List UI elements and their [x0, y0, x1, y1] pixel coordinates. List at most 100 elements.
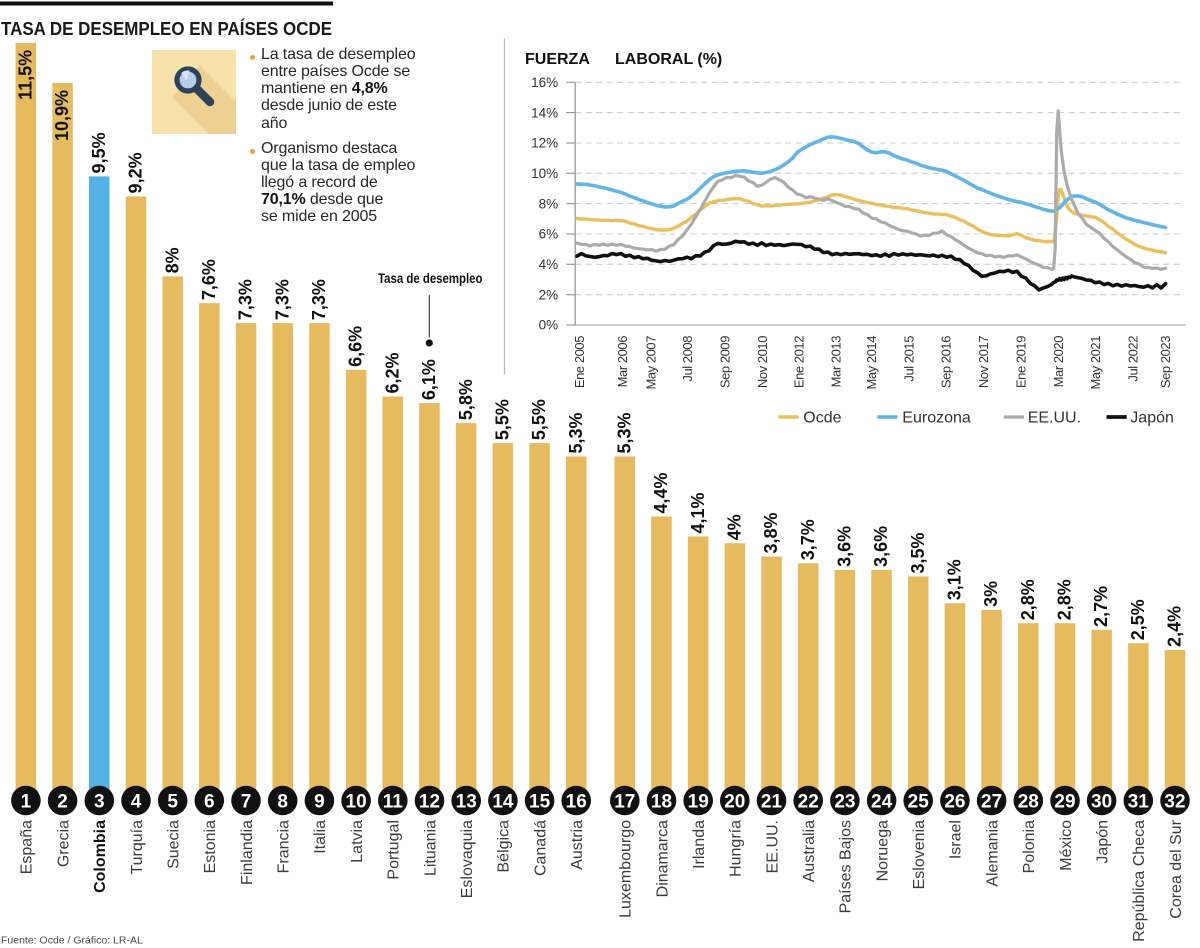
svg-text:15: 15 [529, 791, 551, 812]
svg-text:8%: 8% [539, 196, 559, 211]
svg-text:República Checa: República Checa [1131, 820, 1148, 942]
svg-text:Fuente: Ocde / Gráfico: LR-AL: Fuente: Ocde / Gráfico: LR-AL [1, 935, 143, 947]
svg-text:6,1%: 6,1% [419, 359, 439, 400]
svg-text:5,5%: 5,5% [493, 399, 513, 440]
svg-text:Alemania: Alemania [984, 820, 1001, 887]
svg-text:14: 14 [492, 791, 514, 812]
svg-text:2,7%: 2,7% [1091, 586, 1111, 627]
svg-text:Corea del Sur: Corea del Sur [1168, 819, 1185, 918]
svg-text:Ene 2005: Ene 2005 [572, 336, 587, 388]
svg-text:Hungría: Hungría [728, 820, 745, 877]
svg-text:9: 9 [314, 791, 325, 812]
svg-text:Dinamarca: Dinamarca [654, 820, 671, 897]
svg-text:27: 27 [981, 791, 1002, 812]
svg-text:2: 2 [57, 791, 68, 812]
svg-text:3,5%: 3,5% [908, 533, 928, 574]
svg-text:21: 21 [761, 791, 783, 812]
svg-text:22: 22 [798, 791, 819, 812]
svg-text:23: 23 [834, 791, 855, 812]
svg-text:May 2007: May 2007 [643, 336, 658, 390]
svg-text:10%: 10% [531, 166, 558, 181]
svg-text:3,7%: 3,7% [798, 519, 818, 560]
svg-text:Japón: Japón [1094, 820, 1111, 864]
svg-text:Eslovenia: Eslovenia [911, 820, 928, 889]
svg-text:Austria: Austria [569, 820, 586, 870]
svg-text:Sep 2023: Sep 2023 [1158, 336, 1173, 388]
svg-text:11: 11 [383, 791, 404, 812]
svg-text:TASA DE DESEMPLEO EN PAÍSES OC: TASA DE DESEMPLEO EN PAÍSES OCDE [1, 18, 332, 39]
svg-text:May 2021: May 2021 [1088, 336, 1103, 390]
svg-text:Suecia: Suecia [166, 820, 183, 869]
svg-text:3,1%: 3,1% [945, 559, 965, 600]
svg-text:25: 25 [908, 791, 930, 812]
svg-text:32: 32 [1164, 791, 1185, 812]
svg-text:8: 8 [277, 791, 288, 812]
svg-text:EE.UU.: EE.UU. [764, 820, 781, 873]
svg-text:Eslovaquia: Eslovaquia [459, 820, 476, 898]
svg-text:Luxembourgo: Luxembourgo [618, 820, 635, 918]
svg-text:Países Bajos: Países Bajos [838, 820, 855, 913]
svg-text:Mar 2006: Mar 2006 [615, 336, 630, 388]
svg-text:Ene 2012: Ene 2012 [792, 336, 807, 388]
svg-text:5: 5 [167, 791, 178, 812]
svg-text:Irlanda: Irlanda [691, 820, 708, 869]
svg-text:14%: 14% [531, 105, 558, 120]
svg-text:19: 19 [688, 791, 709, 812]
svg-text:Italia: Italia [312, 820, 329, 854]
svg-text:Eurozona: Eurozona [902, 410, 971, 427]
svg-text:2,8%: 2,8% [1018, 579, 1038, 620]
svg-text:2,8%: 2,8% [1055, 579, 1075, 620]
svg-text:4: 4 [131, 791, 142, 812]
svg-text:4,4%: 4,4% [651, 473, 671, 514]
svg-text:2,4%: 2,4% [1165, 606, 1185, 647]
svg-text:2%: 2% [539, 287, 559, 302]
svg-text:2,5%: 2,5% [1128, 599, 1148, 640]
svg-text:4%: 4% [724, 514, 744, 540]
svg-text:España: España [19, 820, 36, 874]
svg-text:Francia: Francia [276, 820, 293, 873]
svg-text:12%: 12% [531, 136, 558, 151]
svg-text:Tasa de desempleo: Tasa de desempleo [378, 270, 483, 286]
svg-text:5,8%: 5,8% [456, 379, 476, 420]
svg-text:Polonia: Polonia [1021, 820, 1038, 873]
svg-text:Canadá: Canadá [532, 820, 549, 876]
svg-text:3,6%: 3,6% [871, 526, 891, 567]
svg-text:30: 30 [1091, 791, 1112, 812]
svg-text:4,1%: 4,1% [688, 493, 708, 534]
svg-text:Japón: Japón [1130, 410, 1174, 427]
svg-text:3%: 3% [981, 581, 1001, 607]
svg-text:FUERZA: FUERZA [525, 51, 590, 68]
svg-text:20: 20 [724, 791, 745, 812]
svg-text:May 2014: May 2014 [864, 336, 879, 390]
svg-text:26: 26 [944, 791, 965, 812]
svg-text:10: 10 [346, 791, 367, 812]
svg-text:Lituania: Lituania [422, 820, 439, 876]
svg-text:Portugal: Portugal [386, 820, 403, 880]
svg-text:Turquía: Turquía [129, 820, 146, 875]
svg-text:Colombia: Colombia [92, 820, 109, 893]
svg-text:Mar 2013: Mar 2013 [828, 336, 843, 388]
svg-text:7,3%: 7,3% [236, 279, 256, 320]
svg-text:24: 24 [871, 791, 893, 812]
svg-text:6%: 6% [539, 227, 559, 242]
svg-text:18: 18 [651, 791, 672, 812]
svg-text:13: 13 [456, 791, 477, 812]
svg-text:Sep 2016: Sep 2016 [939, 336, 954, 388]
svg-text:Jul 2022: Jul 2022 [1126, 336, 1141, 382]
svg-text:LABORAL (%): LABORAL (%) [615, 51, 722, 68]
svg-text:Finlandia: Finlandia [239, 820, 256, 885]
svg-text:5,3%: 5,3% [566, 413, 586, 454]
svg-text:5,3%: 5,3% [614, 413, 634, 454]
svg-text:Latvia: Latvia [349, 820, 366, 863]
svg-text:6,6%: 6,6% [346, 326, 366, 367]
svg-text:8%: 8% [162, 247, 182, 273]
svg-text:Ocde: Ocde [803, 410, 841, 427]
svg-text:Ene 2019: Ene 2019 [1013, 336, 1028, 388]
svg-text:México: México [1058, 820, 1075, 871]
svg-text:0%: 0% [539, 318, 559, 333]
svg-text:5,5%: 5,5% [529, 399, 549, 440]
svg-text:10,9%: 10,9% [52, 90, 72, 141]
svg-text:31: 31 [1128, 791, 1150, 812]
svg-text:EE.UU.: EE.UU. [1028, 410, 1081, 427]
svg-text:Australia: Australia [801, 820, 818, 882]
